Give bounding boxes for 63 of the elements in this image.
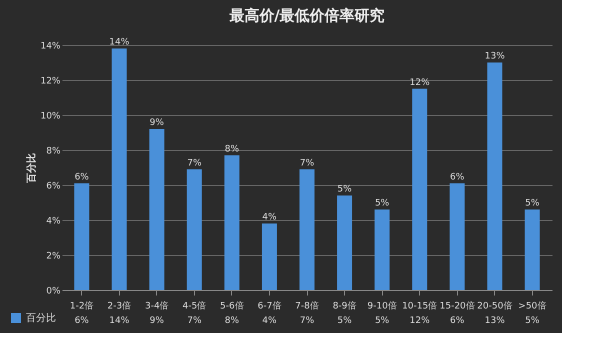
bar bbox=[300, 169, 314, 290]
bar bbox=[374, 210, 390, 290]
bar bbox=[412, 88, 428, 290]
x-tick-label: 4-5倍 bbox=[182, 300, 206, 312]
bar bbox=[186, 169, 202, 290]
bar bbox=[224, 155, 240, 290]
data-label: 14% bbox=[109, 316, 130, 326]
data-label: 7% bbox=[187, 316, 202, 326]
text: 7% bbox=[187, 158, 202, 168]
x-tick-label: 9-10倍 bbox=[367, 300, 397, 312]
y-tick-label: 14% bbox=[40, 42, 61, 52]
data-label: 5% bbox=[525, 316, 540, 326]
data-label: 5% bbox=[374, 316, 390, 326]
data-label: 6% bbox=[74, 316, 90, 326]
text: 12% bbox=[410, 78, 430, 88]
data-label: 12% bbox=[410, 316, 430, 326]
x-tick-label: 1-2倍 bbox=[70, 300, 94, 312]
x-tick-label: >50倍 bbox=[518, 300, 546, 312]
text: 8% bbox=[224, 144, 240, 154]
data-label: 6% bbox=[450, 316, 465, 326]
x-tick-label: 6-7倍 bbox=[258, 300, 282, 312]
x-tick-label: 10-15倍 bbox=[402, 300, 438, 312]
x-tick-label: 3-4倍 bbox=[144, 300, 169, 312]
text: 6% bbox=[74, 172, 89, 182]
data-label: 13% bbox=[484, 316, 506, 326]
text: 9% bbox=[150, 118, 164, 128]
bar bbox=[337, 196, 352, 290]
data-label: 4% bbox=[262, 316, 278, 326]
legend-label: 百分比 bbox=[26, 312, 56, 324]
x-tick-label: 15-20倍 bbox=[440, 300, 475, 312]
data-label: 8% bbox=[224, 316, 240, 326]
x-tick-label: 7-8倍 bbox=[295, 300, 319, 312]
text: 6% bbox=[450, 172, 464, 182]
text: 14% bbox=[109, 38, 130, 48]
x-tick-label: 2-3倍 bbox=[107, 300, 132, 312]
data-label: 5% bbox=[337, 316, 352, 326]
y-tick-label: 8% bbox=[46, 146, 61, 156]
y-tick-label: 0% bbox=[46, 286, 61, 296]
x-tick-label: 8-9倍 bbox=[332, 300, 356, 312]
bar bbox=[524, 210, 540, 290]
data-label: 9% bbox=[150, 316, 164, 326]
y-tick-label: 12% bbox=[40, 76, 61, 86]
y-tick-label: 4% bbox=[46, 216, 61, 226]
y-axis-title: 百分比 bbox=[25, 153, 38, 184]
y-tick-label: 6% bbox=[46, 182, 61, 192]
text: 5% bbox=[525, 198, 540, 208]
x-tick-label: 5-6倍 bbox=[220, 300, 244, 312]
text: 4% bbox=[262, 212, 277, 222]
bar bbox=[149, 129, 164, 290]
x-tick-label: 20-50倍 bbox=[477, 300, 512, 312]
bar bbox=[450, 183, 465, 290]
bar bbox=[112, 48, 127, 290]
chart-title: 最高价/最低价倍率研究 bbox=[228, 6, 385, 24]
y-tick-label: 10% bbox=[40, 112, 61, 122]
text: 7% bbox=[300, 158, 314, 168]
text: 5% bbox=[374, 198, 390, 208]
y-tick-label: 2% bbox=[46, 252, 61, 262]
text: 5% bbox=[337, 184, 352, 194]
text: 13% bbox=[484, 52, 505, 62]
bar bbox=[487, 62, 502, 290]
bar bbox=[74, 183, 90, 290]
bar bbox=[262, 224, 277, 290]
data-label: 7% bbox=[300, 316, 315, 326]
